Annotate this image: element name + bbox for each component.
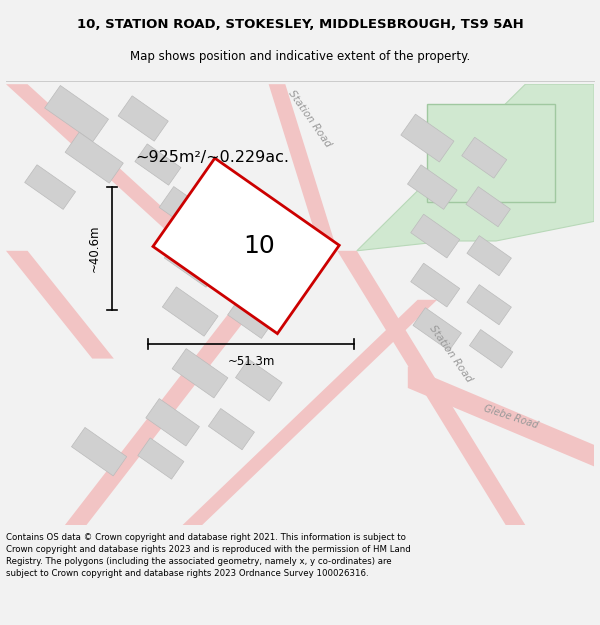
Text: ~51.3m: ~51.3m: [227, 355, 275, 368]
Text: 10, STATION ROAD, STOKESLEY, MIDDLESBROUGH, TS9 5AH: 10, STATION ROAD, STOKESLEY, MIDDLESBROU…: [77, 18, 523, 31]
Polygon shape: [118, 96, 168, 141]
Polygon shape: [269, 84, 337, 251]
Polygon shape: [172, 349, 228, 398]
Polygon shape: [164, 238, 220, 288]
Text: Glebe Road: Glebe Road: [482, 404, 539, 431]
Polygon shape: [208, 409, 254, 450]
Polygon shape: [408, 366, 594, 466]
Polygon shape: [135, 144, 181, 185]
Polygon shape: [227, 296, 274, 339]
Text: Station Road: Station Road: [286, 88, 333, 149]
Polygon shape: [466, 187, 511, 227]
Polygon shape: [407, 165, 457, 209]
Text: Contains OS data © Crown copyright and database right 2021. This information is : Contains OS data © Crown copyright and d…: [6, 533, 411, 578]
Polygon shape: [411, 214, 460, 258]
Polygon shape: [467, 284, 511, 325]
Polygon shape: [357, 84, 594, 251]
Polygon shape: [153, 158, 339, 334]
Polygon shape: [226, 198, 272, 241]
Polygon shape: [230, 249, 276, 291]
Polygon shape: [163, 287, 218, 336]
Polygon shape: [411, 263, 460, 307]
Polygon shape: [6, 84, 232, 271]
Polygon shape: [182, 300, 437, 525]
Polygon shape: [44, 86, 109, 142]
Polygon shape: [413, 308, 461, 351]
Polygon shape: [337, 251, 526, 525]
Polygon shape: [159, 186, 215, 237]
Polygon shape: [236, 359, 282, 401]
Polygon shape: [401, 114, 454, 162]
Polygon shape: [469, 329, 513, 368]
Text: 10: 10: [243, 234, 275, 258]
Polygon shape: [71, 428, 127, 476]
Polygon shape: [6, 251, 114, 359]
Polygon shape: [427, 104, 555, 202]
Text: Map shows position and indicative extent of the property.: Map shows position and indicative extent…: [130, 51, 470, 63]
Polygon shape: [467, 236, 511, 276]
Polygon shape: [462, 138, 507, 178]
Text: ~925m²/~0.229ac.: ~925m²/~0.229ac.: [135, 150, 289, 165]
Text: Station Road: Station Road: [428, 323, 474, 384]
Polygon shape: [25, 165, 76, 209]
Polygon shape: [138, 438, 184, 479]
Polygon shape: [146, 399, 199, 446]
Polygon shape: [65, 300, 261, 525]
Text: ~40.6m: ~40.6m: [88, 224, 101, 272]
Polygon shape: [65, 132, 124, 183]
